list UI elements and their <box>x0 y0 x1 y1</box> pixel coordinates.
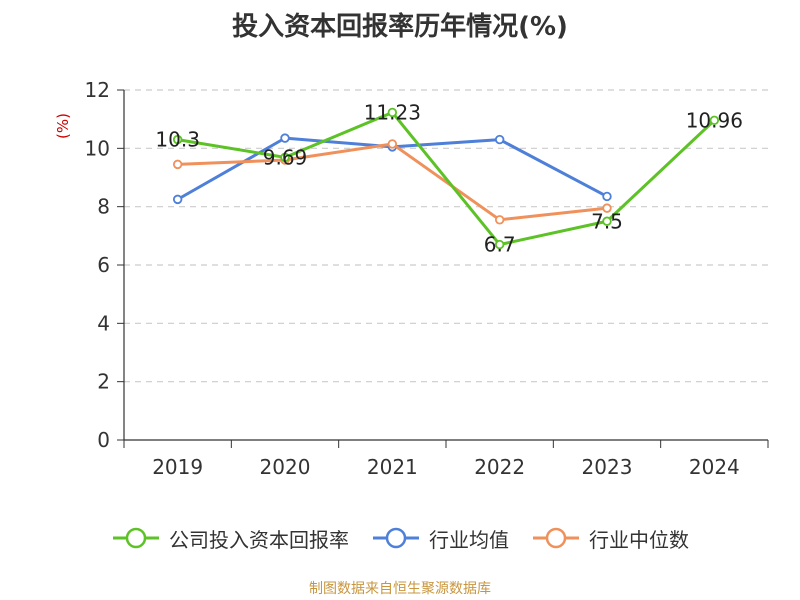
data-point[interactable] <box>387 107 398 118</box>
series-line <box>177 142 608 222</box>
data-point[interactable] <box>172 194 183 205</box>
axes: 0 2 4 6 8 10 12 2019 2020 2021 2022 2023 2024 <box>85 78 769 479</box>
series-1 <box>172 107 720 250</box>
source-note: 制图数据来自恒生聚源数据库 <box>309 581 491 597</box>
data-point[interactable] <box>280 152 290 163</box>
x-tick-label: 2019 <box>152 455 203 479</box>
y-tick-label: 6 <box>97 253 110 277</box>
y-axis-unit-label: (%) <box>54 113 72 139</box>
data-label: 9.69 <box>263 145 308 169</box>
data-point[interactable] <box>602 203 612 213</box>
x-tick-label: 2024 <box>689 455 740 479</box>
data-point[interactable] <box>602 191 612 202</box>
legend-swatch-icon <box>533 527 579 549</box>
data-point[interactable] <box>172 134 183 145</box>
series-lines <box>172 107 720 250</box>
y-tick-label: 4 <box>97 311 110 335</box>
data-label: 6.7 <box>484 233 516 257</box>
data-label: 7.5 <box>591 209 623 233</box>
chart-title: 投入资本回报率历年情况(%) <box>232 12 568 42</box>
y-tick-label: 0 <box>97 428 110 452</box>
data-point[interactable] <box>280 133 290 143</box>
legend-swatch-icon <box>373 527 419 549</box>
y-tick-label: 8 <box>97 195 110 219</box>
data-point[interactable] <box>387 139 398 149</box>
data-point[interactable] <box>494 239 505 250</box>
legend-item-3[interactable]: 行业中位数 <box>531 524 689 553</box>
data-label: 11.23 <box>364 100 421 124</box>
legend: 公司投入资本回报率 行业均值 行业中位数 <box>0 520 800 556</box>
data-label: 10.3 <box>155 128 200 152</box>
legend-item-2[interactable]: 行业均值 <box>371 524 509 553</box>
series-line <box>177 110 716 247</box>
legend-label: 公司投入资本回报率 <box>169 527 349 552</box>
data-point[interactable] <box>494 134 505 145</box>
legend-label: 行业均值 <box>429 527 509 552</box>
data-point[interactable] <box>709 115 720 126</box>
data-point[interactable] <box>602 216 612 226</box>
legend-item-1[interactable]: 公司投入资本回报率 <box>111 524 349 553</box>
y-tick-label: 10 <box>85 136 110 160</box>
series-3 <box>172 139 612 225</box>
y-tick-label: 12 <box>85 78 110 102</box>
data-labels: 10.3 9.69 11.23 6.7 7.5 10.96 <box>155 100 743 256</box>
data-point[interactable] <box>494 215 505 225</box>
legend-swatch-icon <box>113 527 159 549</box>
data-point[interactable] <box>172 159 183 170</box>
line-chart: (%) 0 2 4 6 8 10 12 2019 2020 2021 2022 2023 2024 10… <box>54 78 769 479</box>
x-tick-label: 2023 <box>582 455 633 479</box>
grid-lines <box>124 89 768 383</box>
data-label: 10.96 <box>686 108 743 132</box>
x-tick-label: 2021 <box>367 455 418 479</box>
y-tick-label: 2 <box>97 370 110 394</box>
x-tick-label: 2022 <box>474 455 525 479</box>
legend-label: 行业中位数 <box>589 527 689 552</box>
x-tick-label: 2020 <box>260 455 311 479</box>
